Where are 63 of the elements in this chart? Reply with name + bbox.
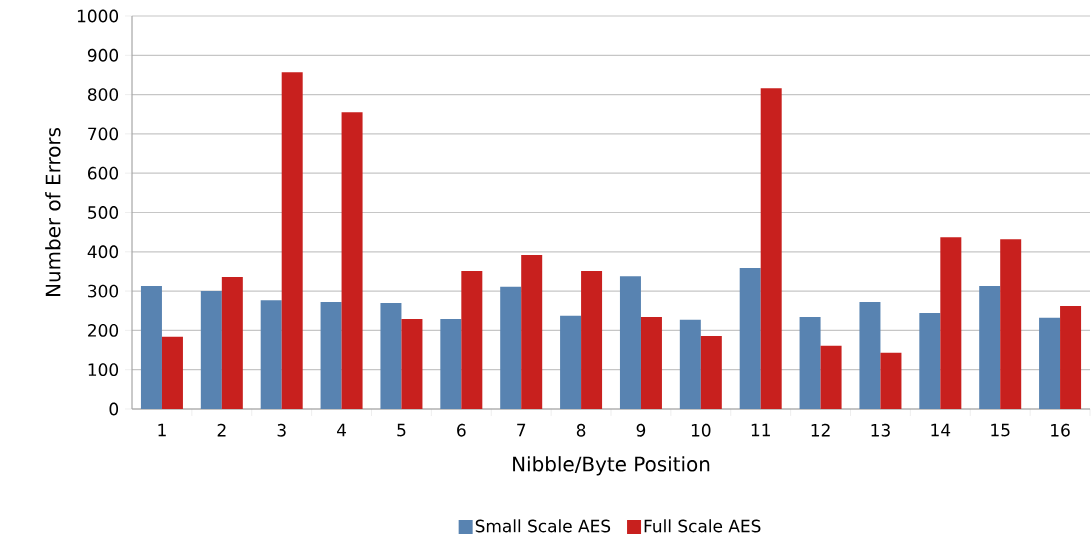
bar [401, 318, 423, 409]
y-tick-label: 1000 [77, 9, 119, 23]
bar [461, 271, 483, 409]
bar [940, 237, 962, 409]
bar [440, 318, 462, 409]
x-tick-label: 9 [636, 423, 646, 437]
x-tick-label: 3 [277, 423, 286, 437]
bar [500, 286, 522, 409]
bar [161, 336, 183, 409]
y-tick-label: 900 [87, 48, 119, 62]
y-axis-title: Number of Errors [45, 128, 61, 296]
x-tick-label: 8 [576, 423, 586, 437]
bar [260, 300, 282, 409]
bar [1039, 317, 1061, 409]
bar [1060, 306, 1082, 409]
x-tick-label: 13 [871, 423, 890, 437]
x-tick-label: 10 [691, 423, 711, 437]
bar [581, 271, 603, 409]
x-tick-label: 11 [751, 423, 770, 437]
bar [979, 285, 1001, 409]
bar [341, 112, 363, 409]
bar [560, 315, 582, 409]
bar [281, 72, 303, 409]
bar [221, 276, 243, 409]
bar [700, 335, 722, 409]
x-tick-label: 4 [337, 423, 347, 437]
bar [320, 302, 342, 409]
bar [820, 345, 842, 409]
y-tick-label: 800 [88, 88, 119, 101]
y-tick-label: 300 [88, 284, 119, 298]
y-tick-label: 0 [109, 402, 119, 416]
x-tick-label: 16 [1051, 423, 1070, 437]
legend-label: Small Scale AES [475, 519, 611, 533]
bar [140, 285, 162, 409]
bar [760, 88, 782, 409]
y-tick-label: 400 [87, 245, 119, 259]
bar [739, 267, 761, 409]
bar [200, 291, 222, 409]
bar [380, 302, 402, 409]
bar [679, 319, 701, 409]
legend-label: Full Scale AES [644, 519, 761, 533]
x-tick-label: 12 [811, 423, 830, 437]
bar [640, 317, 662, 409]
y-tick-label: 500 [88, 206, 119, 219]
x-axis-title: Nibble/Byte Position [513, 456, 710, 476]
bar [521, 254, 543, 409]
bar [919, 313, 941, 409]
y-tick-label: 200 [88, 323, 119, 337]
x-tick-label: 15 [991, 423, 1010, 437]
y-tick-label: 700 [88, 127, 119, 141]
x-tick-label: 2 [217, 423, 226, 437]
x-tick-label: 7 [517, 423, 526, 437]
bar [859, 302, 881, 409]
bar [799, 317, 821, 409]
y-tick-label: 600 [88, 166, 119, 180]
x-tick-label: 1 [158, 423, 166, 437]
bar [1000, 239, 1022, 409]
x-tick-label: 5 [397, 423, 406, 437]
x-tick-label: 6 [457, 423, 466, 437]
y-tick-label: 100 [88, 363, 119, 377]
x-tick-label: 14 [931, 423, 951, 437]
bar [619, 276, 641, 409]
bar [880, 352, 902, 409]
